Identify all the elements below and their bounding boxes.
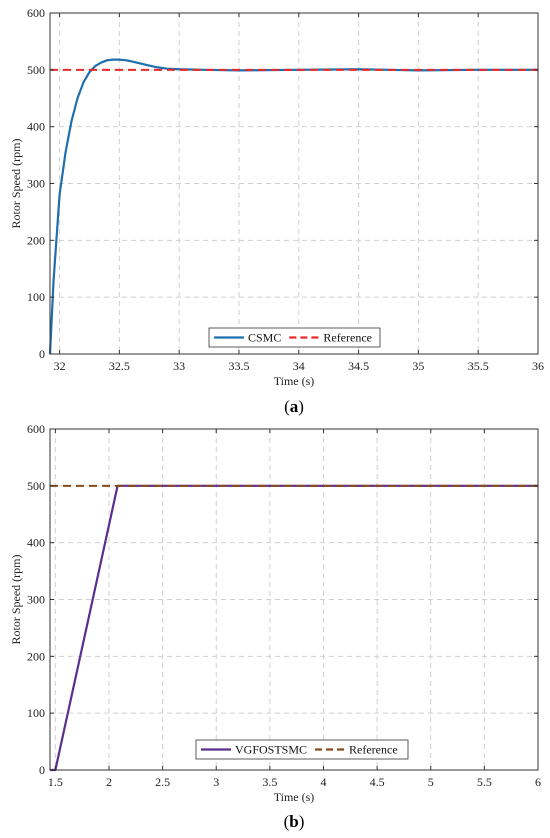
legend-box xyxy=(195,739,409,760)
legend: CSMC Reference xyxy=(208,327,381,348)
legend-label-vgfostsmc: VGFOSTSMC xyxy=(235,743,307,757)
y-axis-label: Rotor Speed (rpm) xyxy=(9,139,23,229)
series-line-csmc xyxy=(48,58,538,355)
caption-letter: b xyxy=(289,812,298,831)
caption-close: ) xyxy=(298,397,304,416)
x-tick-label: 5 xyxy=(428,775,434,789)
x-tick-label: 6 xyxy=(535,775,541,789)
legend-label-csmc: CSMC xyxy=(248,331,281,345)
legend-label-reference: Reference xyxy=(323,331,372,345)
x-tick-label: 35.5 xyxy=(468,359,489,373)
y-tick-label: 200 xyxy=(27,649,45,663)
x-axis-label: Time (s) xyxy=(274,374,315,388)
series-line-vgfostsmc xyxy=(50,484,538,772)
subfigure-caption: (a) xyxy=(284,397,304,416)
caption-open: ( xyxy=(284,397,290,416)
subfigure-caption: (b) xyxy=(284,812,305,831)
y-tick-label: 600 xyxy=(27,422,45,436)
x-tick-label: 34.5 xyxy=(348,359,369,373)
x-tick-label: 3.5 xyxy=(262,775,277,789)
x-tick-label: 33.5 xyxy=(228,359,249,373)
x-tick-label: 4 xyxy=(320,775,326,789)
y-tick-label: 100 xyxy=(27,290,45,304)
x-tick-label: 4.5 xyxy=(370,775,385,789)
y-tick-label: 500 xyxy=(27,479,45,493)
y-tick-label: 500 xyxy=(27,63,45,77)
x-tick-label: 35 xyxy=(412,359,424,373)
y-tick-label: 400 xyxy=(27,120,45,134)
y-tick-label: 0 xyxy=(39,347,45,361)
y-tick-label: 100 xyxy=(27,706,45,720)
chart-a: 32 32.5 33 33.5 34 34.5 35 35.5 36 0 100 200 300 400 5… xyxy=(9,6,544,416)
y-tick-label: 400 xyxy=(27,536,45,550)
legend-label-reference: Reference xyxy=(349,743,398,757)
x-tick-label: 36 xyxy=(532,359,544,373)
legend: VGFOSTSMC Reference xyxy=(195,739,409,760)
x-tick-label: 2 xyxy=(106,775,112,789)
chart-b: 1.5 2 2.5 3 3.5 4 4.5 5 5.5 6 0 100 200 300 400 500 600 T… xyxy=(9,422,541,831)
x-tick-label: 3 xyxy=(213,775,219,789)
y-tick-label: 300 xyxy=(27,177,45,191)
y-axis-label: Rotor Speed (rpm) xyxy=(9,555,23,645)
x-tick-label: 1.5 xyxy=(48,775,63,789)
caption-letter: a xyxy=(290,397,299,416)
y-tick-label: 200 xyxy=(27,233,45,247)
x-tick-label: 5.5 xyxy=(477,775,492,789)
caption-close: ) xyxy=(299,812,305,831)
x-tick-label: 32 xyxy=(54,359,66,373)
x-tick-label: 34 xyxy=(293,359,305,373)
x-tick-label: 32.5 xyxy=(109,359,130,373)
x-tick-label: 33 xyxy=(173,359,185,373)
y-tick-label: 0 xyxy=(39,763,45,777)
x-tick-label: 2.5 xyxy=(155,775,170,789)
x-axis-label: Time (s) xyxy=(274,790,315,804)
y-tick-label: 300 xyxy=(27,593,45,607)
y-tick-label: 600 xyxy=(27,6,45,20)
caption-open: ( xyxy=(284,812,290,831)
